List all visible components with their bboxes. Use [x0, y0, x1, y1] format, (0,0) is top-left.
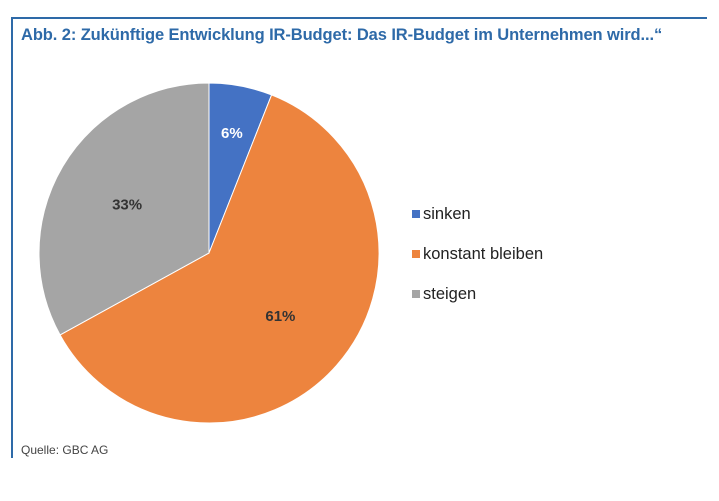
- data-label-steigen: 33%: [112, 197, 142, 214]
- slice-konstant-bleiben: [59, 94, 380, 424]
- legend-item-konstant-bleiben: konstant bleiben: [412, 244, 543, 264]
- title-text: Zukünftige Entwicklung IR-Budget: Das IR…: [76, 26, 663, 44]
- legend-swatch: [412, 250, 420, 258]
- data-label-konstant-bleiben: 61%: [265, 308, 295, 325]
- legend-label: sinken: [423, 204, 471, 223]
- legend: sinken konstant bleiben steigen: [412, 204, 543, 324]
- figure-number: Abb. 2:: [21, 26, 77, 44]
- left-rule: [11, 17, 13, 458]
- slice-steigen: [38, 82, 210, 336]
- top-rule: [11, 17, 707, 19]
- legend-swatch: [412, 290, 420, 298]
- chart-title: Abb. 2: Zukünftige Entwicklung IR-Budget…: [21, 26, 662, 45]
- legend-item-sinken: sinken: [412, 204, 543, 224]
- legend-item-steigen: steigen: [412, 284, 543, 304]
- legend-label: konstant bleiben: [423, 244, 544, 263]
- source-note: Quelle: GBC AG: [21, 443, 109, 457]
- legend-swatch: [412, 210, 420, 218]
- data-label-sinken: 6%: [221, 125, 243, 142]
- legend-label: steigen: [423, 284, 477, 303]
